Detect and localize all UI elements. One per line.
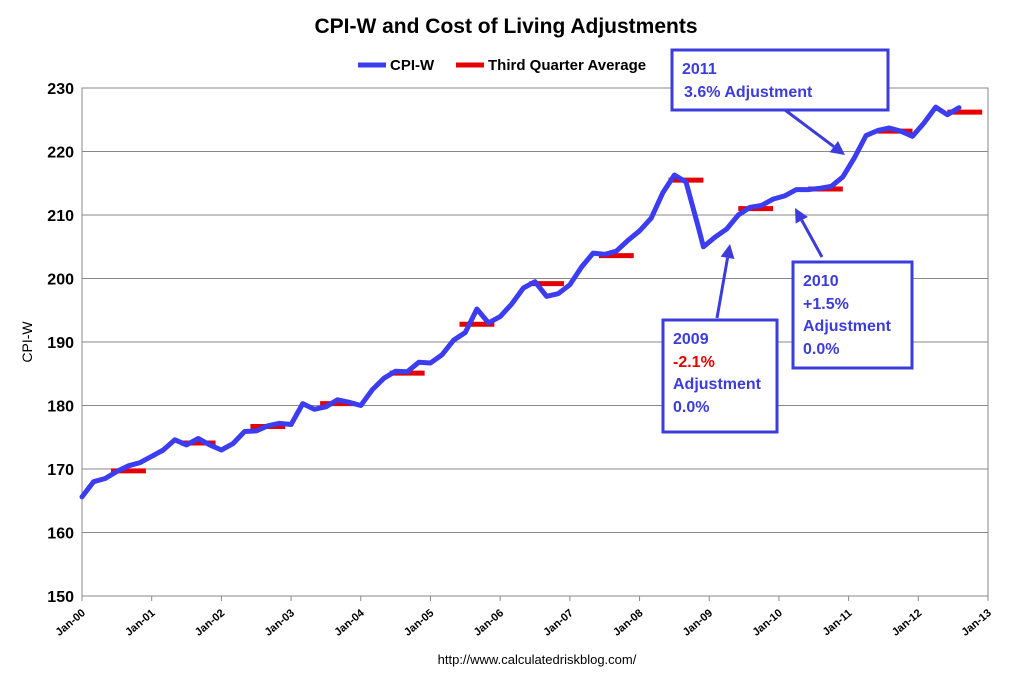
x-tick-label: Jan-04 xyxy=(332,607,367,639)
x-tick-label: Jan-12 xyxy=(890,607,924,639)
legend-label-cpiw: CPI-W xyxy=(390,57,435,74)
y-tick-label: 200 xyxy=(47,272,74,289)
y-tick-label: 170 xyxy=(47,462,74,479)
y-tick-label: 180 xyxy=(47,399,74,416)
x-tick-label: Jan-09 xyxy=(681,607,715,639)
annotation-box xyxy=(791,260,914,370)
y-tick-label: 230 xyxy=(47,81,74,98)
annotation-year: 2011 xyxy=(682,61,717,78)
annotation-year: 2009 xyxy=(673,331,709,348)
annotation-adjustment-value: 0.0% xyxy=(803,341,839,358)
annotation-year: 2010 xyxy=(803,273,839,290)
y-tick-label: 150 xyxy=(47,589,74,606)
annotation-arrow-shaft xyxy=(715,257,730,319)
annotation-box xyxy=(661,318,779,434)
annotation-callout-2010: 2010 +1.5% Adjustment 0.0% xyxy=(791,208,914,370)
y-tick-label: 160 xyxy=(47,526,74,543)
annotation-arrow-head xyxy=(829,141,845,155)
y-tick-label: 220 xyxy=(47,145,74,162)
annotation-arrow-shaft xyxy=(784,108,835,148)
annotation-adjustment-label: Adjustment xyxy=(803,318,892,335)
x-tick-label: Jan-01 xyxy=(123,607,157,639)
y-tick-label: 190 xyxy=(47,335,74,352)
legend-label-third-quarter: Third Quarter Average xyxy=(488,57,646,74)
annotation-callout-2009: 2009 -2.1% Adjustment 0.0% xyxy=(661,244,779,434)
x-tick-label: Jan-06 xyxy=(472,607,506,639)
y-axis-ticks: 150 160 170 180 190 200 210 220 230 xyxy=(47,81,74,606)
source-url: http://www.calculatedriskblog.com/ xyxy=(438,652,637,667)
annotation-change: -2.1% xyxy=(673,354,715,371)
annotation-change: 3.6% Adjustment xyxy=(684,84,813,101)
annotation-box xyxy=(670,48,890,112)
annotation-arrow-shaft xyxy=(800,219,824,258)
annotation-change: +1.5% xyxy=(803,296,849,313)
y-tick-label: 210 xyxy=(47,208,74,225)
chart-title: CPI-W and Cost of Living Adjustments xyxy=(314,15,697,38)
x-tick-label: Jan-02 xyxy=(193,607,227,639)
x-tick-label: Jan-05 xyxy=(402,607,436,639)
legend: CPI-W Third Quarter Average xyxy=(358,57,646,74)
y-axis-label: CPI-W xyxy=(19,321,35,363)
x-tick-label: Jan-03 xyxy=(263,607,297,639)
plot-area-frame xyxy=(81,87,989,597)
x-tick-label: Jan-00 xyxy=(54,607,88,639)
x-tick-label: Jan-08 xyxy=(611,607,645,639)
annotation-callout-2011: 2011 3.6% Adjustment xyxy=(670,48,890,155)
cpi-w-series-line xyxy=(79,104,962,500)
x-tick-label: Jan-13 xyxy=(960,607,994,639)
annotations: 2011 3.6% Adjustment 2010 +1.5% Adjustment 0.… xyxy=(661,48,914,434)
annotation-adjustment-value: 0.0% xyxy=(673,399,709,416)
annotation-arrow-head xyxy=(795,208,808,224)
x-axis-ticks: Jan-00 Jan-01 Jan-02 Jan-03 Jan-04 Jan-05 Jan-… xyxy=(54,596,994,639)
x-tick-label: Jan-07 xyxy=(541,607,575,639)
x-tick-label: Jan-10 xyxy=(750,607,784,639)
annotation-arrow-head xyxy=(720,244,735,260)
x-tick-label: Jan-11 xyxy=(821,607,855,638)
annotation-adjustment-label: Adjustment xyxy=(673,376,762,393)
